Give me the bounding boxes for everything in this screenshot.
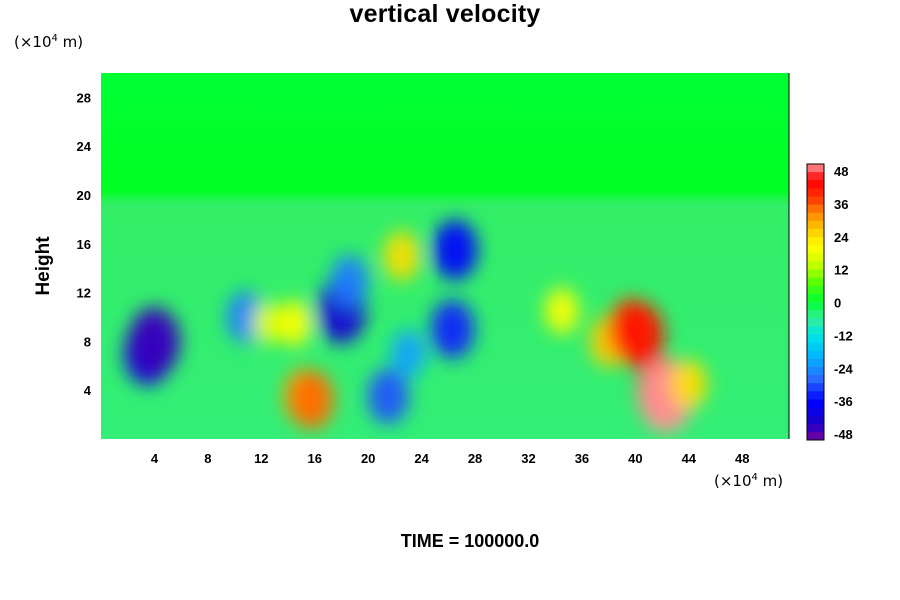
x-tick-label: 44	[682, 451, 697, 466]
field-feature	[367, 368, 409, 424]
colorbar-swatch	[807, 366, 824, 376]
colorbar-swatch	[807, 172, 824, 181]
field-feature	[432, 219, 478, 281]
x-tick-label: 28	[468, 451, 482, 466]
field-feature	[252, 301, 284, 345]
y-tick-label: 28	[77, 90, 91, 105]
y-unit-label: (×104 m)	[14, 33, 84, 51]
y-tick-label: 20	[77, 188, 91, 203]
field-feature	[277, 300, 312, 347]
colorbar-swatch	[807, 245, 824, 254]
field-feature	[330, 254, 369, 307]
field-feature	[390, 329, 426, 378]
colorbar-tick-label: 48	[834, 164, 848, 179]
colorbar-swatch	[807, 318, 824, 327]
colorbar-frame	[806, 163, 825, 441]
field-feature	[128, 306, 181, 377]
x-tick-label: 16	[308, 451, 322, 466]
time-label: TIME = 100000.0	[400, 531, 540, 551]
x-tick-label: 36	[575, 451, 589, 466]
colorbar-tick-label: 36	[834, 197, 848, 212]
y-tick-label: 12	[77, 286, 91, 301]
colorbar-tick-label: -48	[834, 427, 853, 442]
colorbar-swatch	[807, 423, 824, 433]
colorbar-swatch	[807, 212, 824, 222]
colorbar-tick-label: 0	[834, 296, 841, 311]
colorbar-swatch	[807, 375, 824, 384]
colorbar-swatch	[807, 391, 824, 400]
y-tick-label: 4	[84, 383, 92, 398]
colorbar-swatch	[807, 285, 824, 295]
colorbar-swatch	[807, 350, 824, 360]
colorbar-swatch	[807, 277, 824, 287]
colorbar-swatch	[807, 220, 824, 230]
colorbar-swatch	[807, 164, 824, 173]
colorbar-tick-label: -24	[834, 361, 854, 376]
x-tick-label: 32	[521, 451, 535, 466]
x-tick-label: 20	[361, 451, 375, 466]
colorbar-swatch	[807, 180, 824, 189]
x-tick-label: 48	[735, 451, 749, 466]
colorbar-swatch	[807, 196, 824, 206]
field-feature	[290, 370, 334, 430]
y-tick-label: 8	[84, 334, 91, 349]
colorbar-tick-label: 12	[834, 263, 848, 278]
colorbar-swatch	[807, 204, 824, 214]
colorbar-tick-label: -36	[834, 394, 853, 409]
field-feature	[670, 359, 708, 409]
colorbar-swatch	[807, 253, 824, 262]
colorbar-swatch	[807, 310, 824, 319]
colorbar-swatch	[807, 269, 824, 279]
colorbar-swatch	[807, 237, 824, 246]
y-tick-label: 16	[77, 237, 91, 252]
colorbar-swatch	[807, 383, 824, 392]
colorbar-swatch	[807, 228, 824, 238]
colorbar-swatch	[807, 342, 824, 352]
y-tick-label: 24	[77, 139, 92, 154]
x-tick-label: 12	[254, 451, 268, 466]
colorbar-swatch	[807, 188, 824, 197]
colorbar-swatch	[807, 261, 824, 271]
field-feature	[544, 287, 579, 334]
field-feature	[430, 299, 475, 359]
colorbar-tick-label: -12	[834, 328, 853, 343]
colorbar-swatch	[807, 399, 824, 409]
x-tick-label: 4	[151, 451, 159, 466]
colorbar-swatch	[807, 415, 824, 425]
chart-title: vertical velocity	[349, 0, 541, 28]
colorbar-tick-label: 24	[834, 230, 849, 245]
colorbar-swatch	[807, 334, 824, 344]
colorbar-swatch	[807, 407, 824, 417]
x-unit-label: (×104 m)	[714, 472, 784, 490]
x-tick-label: 24	[414, 451, 429, 466]
field-feature	[383, 231, 420, 281]
x-tick-label: 40	[628, 451, 642, 466]
colorbar-swatch	[807, 358, 824, 368]
colorbar-swatch	[807, 326, 824, 335]
colorbar-swatch	[807, 302, 824, 311]
colorbar-swatch	[807, 293, 824, 303]
y-axis-label: Height	[33, 236, 54, 296]
colorbar-swatch	[807, 431, 824, 441]
field-feature	[614, 302, 665, 369]
x-tick-label: 8	[204, 451, 211, 466]
